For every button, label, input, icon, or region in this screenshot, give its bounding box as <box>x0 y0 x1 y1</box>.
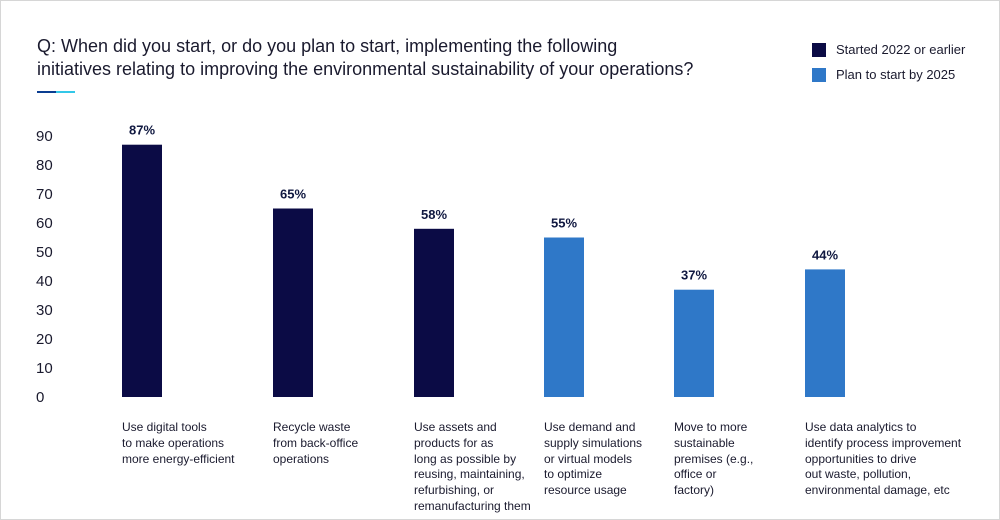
y-tick-label: 20 <box>36 331 53 348</box>
x-category-label: Use demand and supply simulations or virtu… <box>544 420 704 499</box>
accent-segment-light <box>56 91 75 93</box>
y-tick-label: 50 <box>36 244 53 261</box>
x-category-label-line: products for as <box>414 435 494 450</box>
x-category-label-line: Use demand and <box>544 420 636 434</box>
legend-label-plan: Plan to start by 2025 <box>836 67 956 82</box>
x-category-label-line: sustainable <box>674 435 735 450</box>
x-category-label: Use data analytics to identify process im… <box>805 420 965 499</box>
legend-label-started: Started 2022 or earlier <box>836 42 966 57</box>
x-category-label-line: out waste, pollution, <box>805 467 912 482</box>
bar <box>805 269 845 397</box>
title-line-2: initiatives relating to improving the en… <box>37 59 694 79</box>
x-category-label: Recycle waste from back-office operations <box>273 420 433 467</box>
x-category-label: Use digital tools to make operations more … <box>122 420 282 467</box>
x-category-label: Move to more sustainable premises (e.g., of… <box>674 420 834 499</box>
x-category-label-line: supply simulations <box>544 435 643 450</box>
x-category-label-line: office or <box>674 467 717 482</box>
bar <box>674 289 714 397</box>
x-category-label-line: from back-office <box>273 435 359 450</box>
x-category-label-line: Use data analytics to <box>805 420 917 434</box>
x-category-label-line: or virtual models <box>544 451 633 466</box>
chart-title: Q: When did you start, or do you plan to… <box>37 35 777 81</box>
y-tick-label: 60 <box>36 215 53 232</box>
x-category-label-line: Use digital tools <box>122 420 207 434</box>
y-tick-label: 10 <box>36 360 53 377</box>
x-category-label-line: more energy-efficient <box>122 451 235 466</box>
x-category-label-line: resource usage <box>544 483 627 498</box>
x-category-label-line: opportunities to drive <box>805 451 917 466</box>
y-axis: 0 10 20 30 40 50 60 70 80 90 <box>36 128 53 406</box>
y-tick-label: 30 <box>36 302 53 319</box>
legend-swatch-plan <box>812 67 826 82</box>
x-category-label-line: factory) <box>674 483 715 498</box>
x-category-label: Use assets and products for as long as pos… <box>414 420 574 515</box>
bar <box>544 237 584 397</box>
x-category-label-line: premises (e.g., <box>674 451 754 466</box>
bar <box>414 228 454 397</box>
y-tick-label: 70 <box>36 186 53 203</box>
x-category-label-line: Move to more <box>674 420 748 434</box>
y-tick-label: 0 <box>36 389 44 406</box>
x-category-label-line: long as possible by <box>414 451 517 466</box>
x-category-label-line: Use assets and <box>414 420 497 434</box>
x-category-label-line: reusing, maintaining, <box>414 467 525 482</box>
x-category-label-line: operations <box>273 451 330 466</box>
title-line-1: Q: When did you start, or do you plan to… <box>37 36 618 56</box>
bar-value-label: 58% <box>421 207 447 222</box>
legend-item-plan: Plan to start by 2025 <box>812 62 965 87</box>
y-tick-label: 90 <box>36 128 53 145</box>
bar-value-label: 44% <box>812 247 838 262</box>
bar <box>122 144 162 397</box>
bar <box>273 208 313 397</box>
x-category-label-line: refurbishing, or <box>414 483 495 498</box>
x-category-label-line: to optimize <box>544 467 603 482</box>
bar-value-label: 87% <box>129 123 155 138</box>
accent-segment-dark <box>37 91 56 93</box>
bar-value-label: 65% <box>280 187 306 202</box>
title-accent-line <box>37 91 75 93</box>
legend-item-started: Started 2022 or earlier <box>812 37 965 62</box>
x-category-label-line: to make operations <box>122 435 225 450</box>
legend-swatch-started <box>812 42 826 57</box>
x-category-label-line: remanufacturing them <box>414 498 531 513</box>
x-category-label-line: environmental damage, etc <box>805 483 950 498</box>
legend: Started 2022 or earlier Plan to start by… <box>812 37 965 87</box>
y-tick-label: 80 <box>36 157 53 174</box>
bar-value-label: 37% <box>681 268 707 283</box>
x-category-label-line: Recycle waste <box>273 420 351 434</box>
bar-value-label: 55% <box>551 216 577 231</box>
x-category-label-line: identify process improvement <box>805 435 962 450</box>
y-tick-label: 40 <box>36 273 53 290</box>
